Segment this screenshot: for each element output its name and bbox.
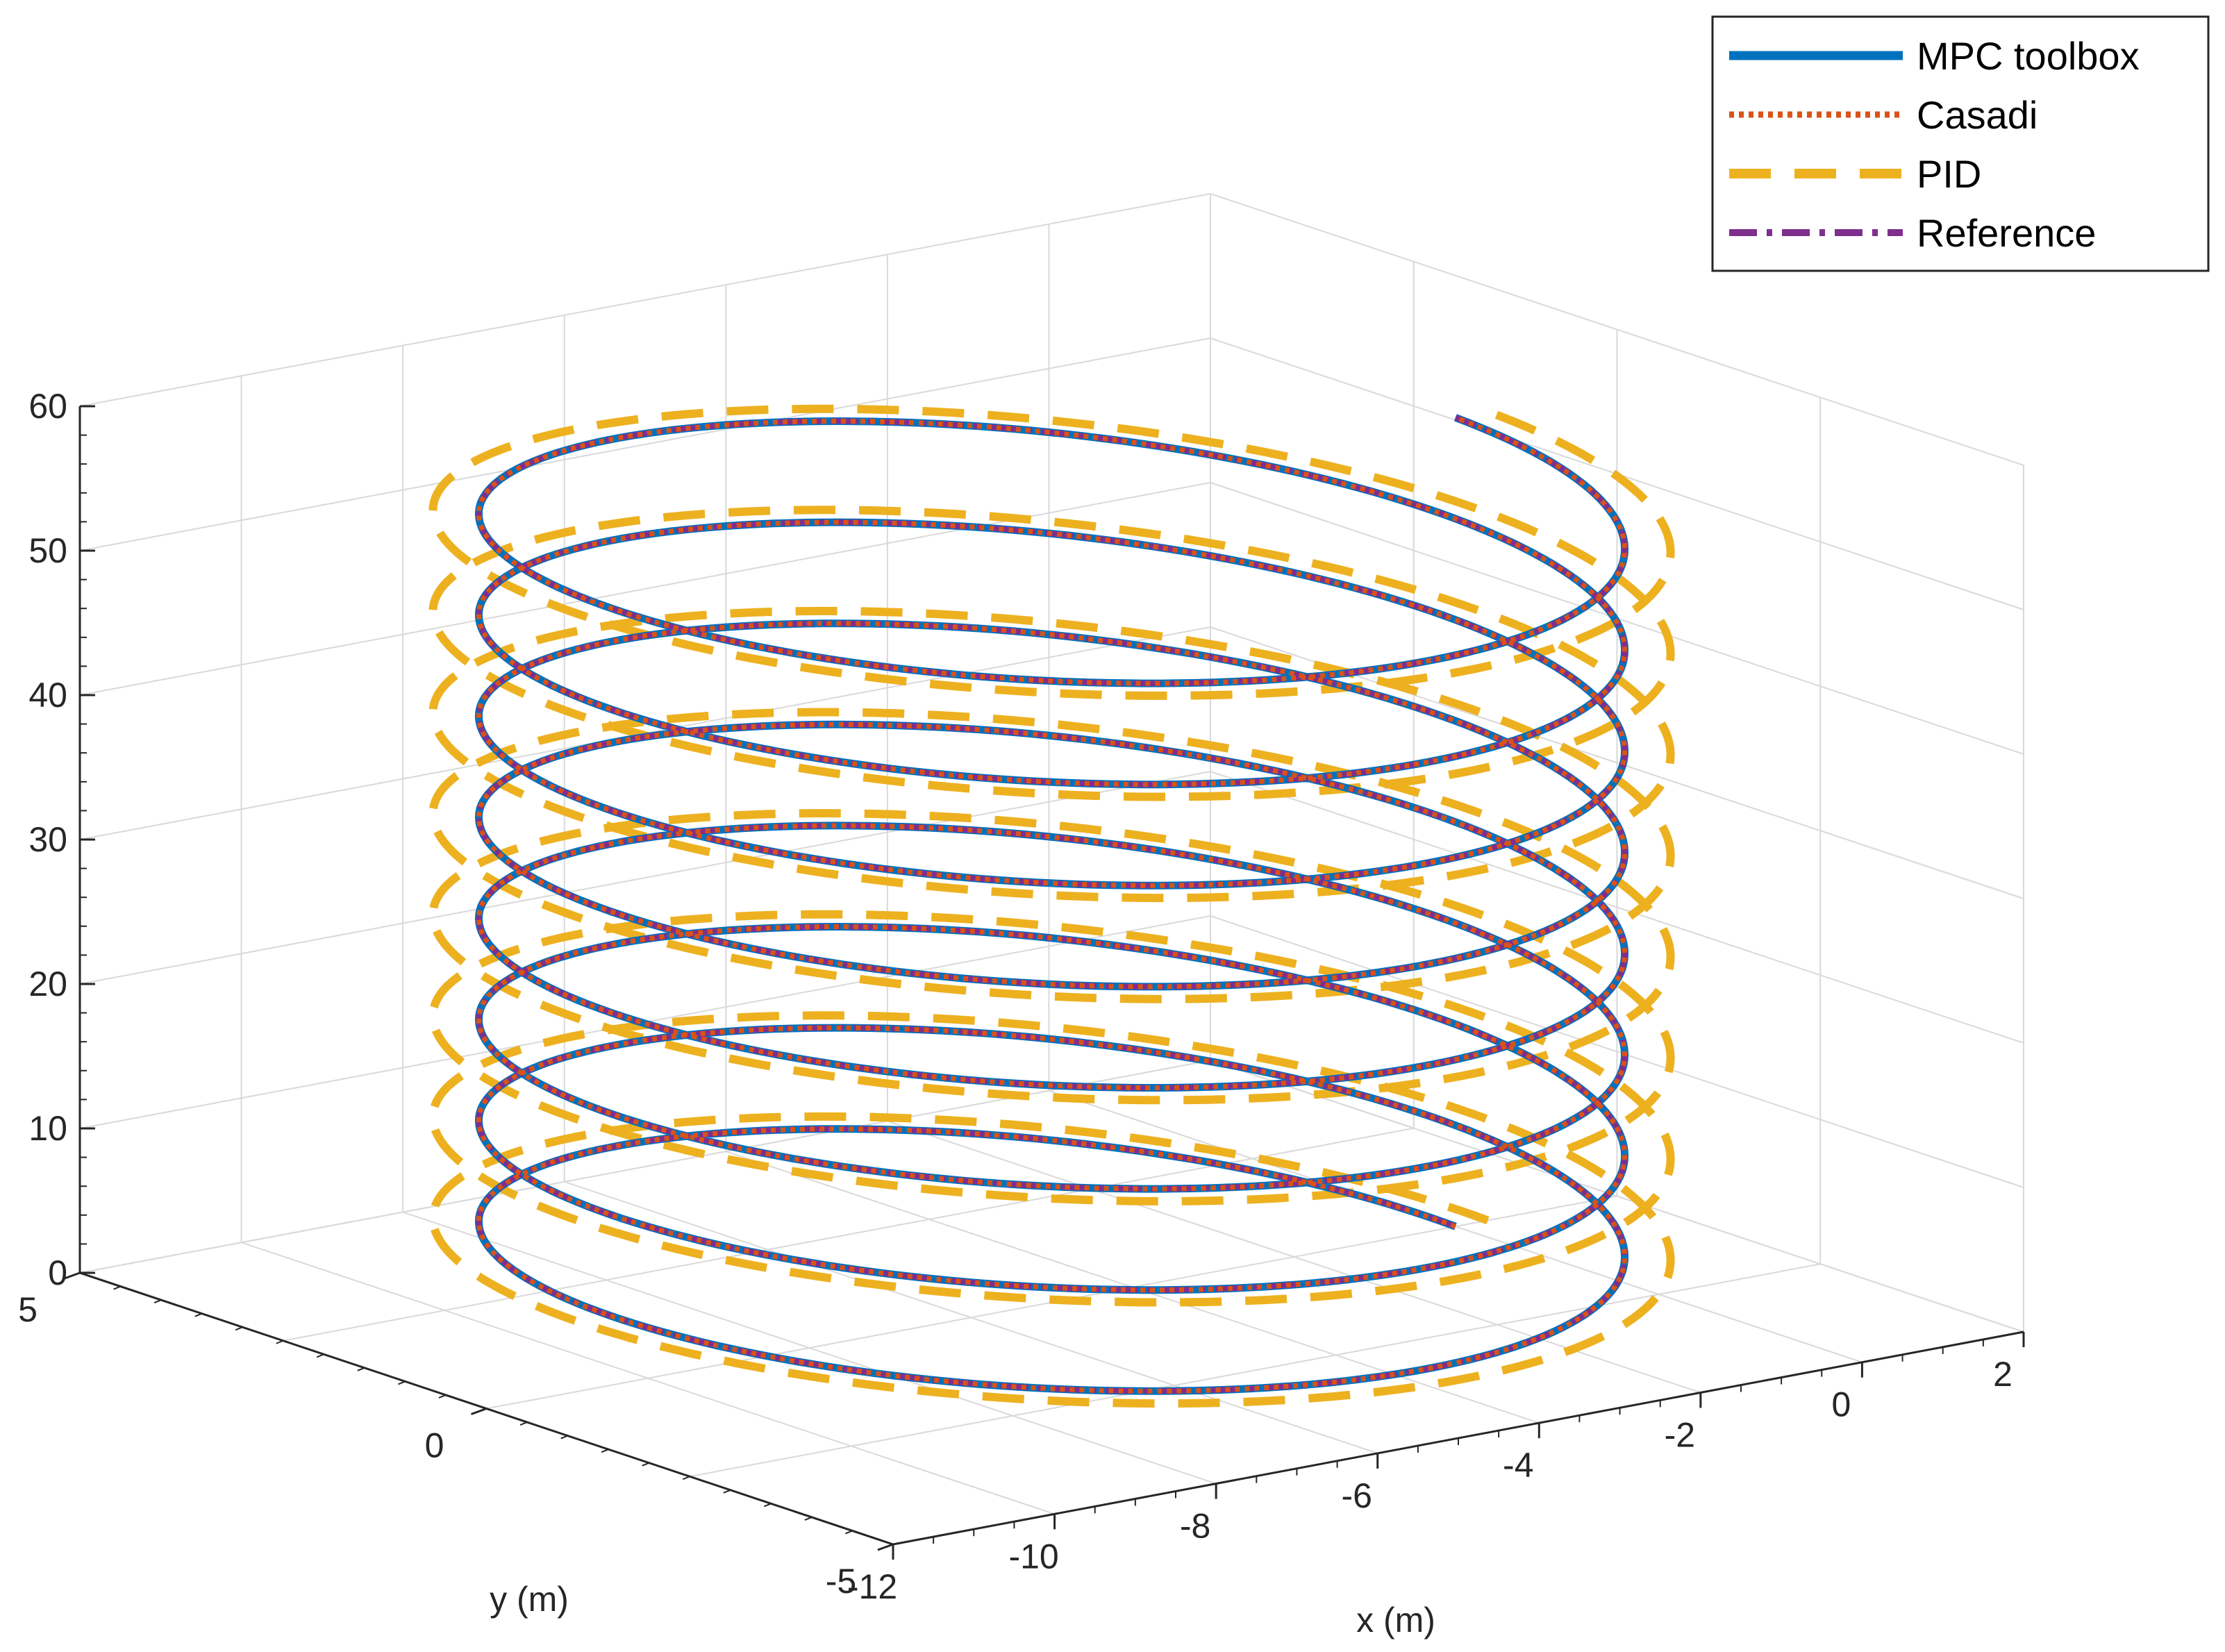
x-tick-label: -2 [1665,1415,1695,1454]
x-tick-label: 2 [1993,1355,2012,1394]
z-tick-label: 50 [28,531,67,570]
y-minor-tick [153,1299,162,1304]
y-minor-tick [194,1312,203,1317]
x-tick-label: -4 [1503,1446,1533,1485]
grid-line-z-back [79,1060,1211,1274]
legend-label-casadi: Casadi [1917,93,2038,137]
grid-line-z-side [1210,771,2024,1044]
y-tick-label: 5 [18,1290,38,1329]
y-tick-label: -5 [826,1562,856,1601]
y-minor-tick [276,1340,284,1344]
y-minor-tick [519,1421,528,1426]
x-tick-label: -6 [1341,1476,1372,1515]
y-minor-tick [763,1503,772,1508]
y-minor-tick [723,1489,731,1494]
legend-label-reference: Reference [1917,211,2096,255]
y-minor-tick [398,1380,406,1385]
y-tick-label: 0 [425,1426,444,1465]
legend: MPC toolbox Casadi PID Reference [1711,15,2210,272]
y-minor-tick [682,1476,690,1480]
y-minor-tick [357,1367,365,1371]
grid-line-z-side [1210,915,2024,1188]
y-axis-label: y (m) [490,1580,569,1619]
grid-line-z-back [79,337,1211,551]
legend-label-pid: PID [1917,152,1981,196]
z-tick-label: 30 [28,820,67,859]
x-axis-label: x (m) [1356,1601,1435,1640]
x-tick-label: -8 [1180,1507,1210,1546]
series-line-pid [428,404,1675,1408]
grid-line-z-back [79,482,1211,696]
y-minor-tick [72,1272,81,1276]
grid-line-floor-y [690,1263,1821,1478]
axes-layer [64,405,2025,1560]
y-minor-tick [235,1326,243,1331]
series-layer [428,404,1675,1408]
z-tick-label: 20 [28,965,67,1003]
z-tick-label: 60 [28,387,67,426]
y-minor-tick [804,1516,812,1521]
y-minor-tick [560,1435,568,1440]
y-minor-tick [885,1544,894,1548]
y-minor-tick [316,1353,324,1358]
z-tick-label: 10 [28,1109,67,1148]
y-minor-tick [642,1462,650,1467]
grid-line-z-side [1210,193,2024,466]
z-tick-label: 40 [28,676,67,715]
y-minor-tick [601,1449,609,1453]
x-tick-label: -10 [1008,1537,1058,1576]
series-line-casadi [476,415,1628,1394]
z-tick-label: 0 [48,1253,67,1292]
y-minor-tick [113,1285,121,1290]
y-minor-tick [438,1394,447,1399]
grid-layer [79,193,2024,1545]
legend-label-mpc-toolbox: MPC toolbox [1917,34,2140,78]
x-tick-label: 0 [1832,1385,1851,1424]
grid-line-z-side [1210,1060,2024,1333]
x-tick-label: -12 [847,1567,897,1606]
y-minor-tick [479,1408,487,1412]
grid-line-z-back [79,193,1211,407]
grid-line-z-back [79,771,1211,985]
y-minor-tick [845,1530,853,1535]
